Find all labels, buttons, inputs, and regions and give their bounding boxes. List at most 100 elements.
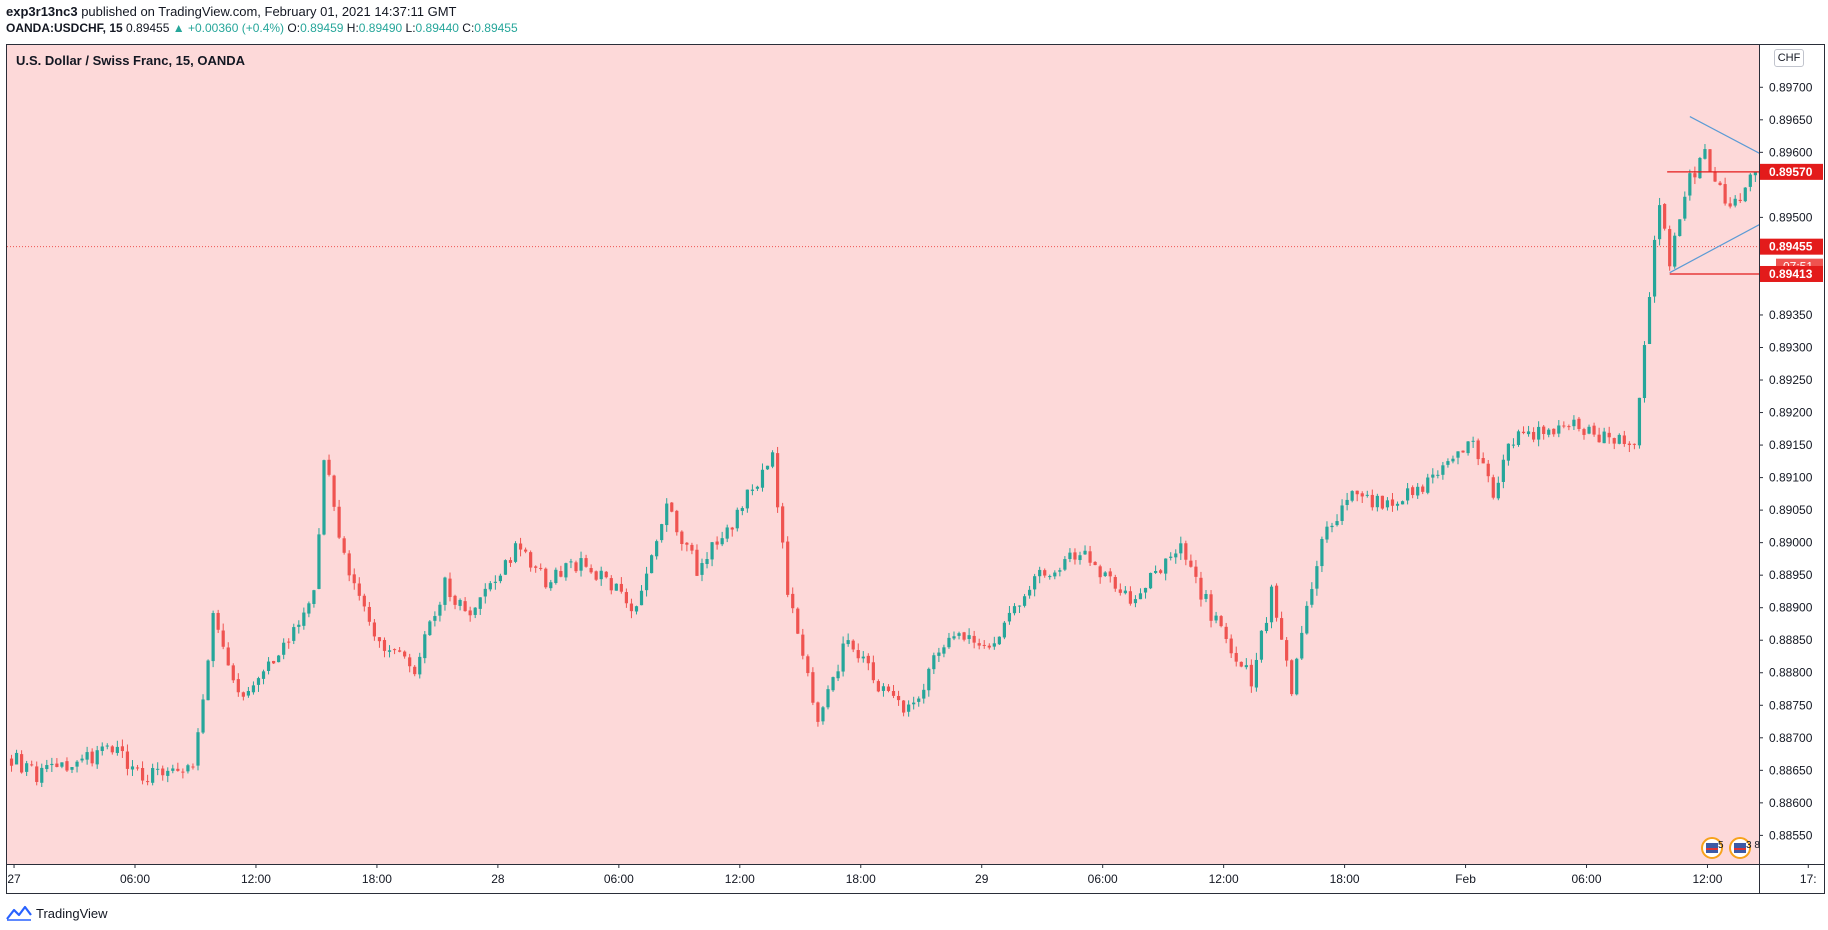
candle (1456, 451, 1460, 465)
candle-body (670, 502, 674, 512)
candle-body (1552, 428, 1556, 435)
candle-body (755, 486, 760, 489)
candle-body (100, 746, 104, 751)
candle (312, 589, 316, 608)
candle-body (1093, 561, 1097, 566)
candle (871, 655, 875, 684)
candle-body (564, 563, 568, 578)
candle-body (1159, 570, 1163, 573)
candle (513, 541, 518, 564)
candle-body (377, 637, 382, 642)
footer-brand[interactable]: TradingView (36, 905, 108, 921)
candle (851, 639, 855, 653)
candle (14, 749, 19, 765)
published-text: published on TradingView.com, February 0… (81, 4, 457, 19)
candle-body (1254, 659, 1258, 688)
candle (85, 746, 89, 765)
candle (554, 567, 558, 585)
candle-body (720, 538, 724, 545)
candle-body (1456, 451, 1460, 458)
candle-body (700, 563, 704, 575)
triangle-upper-line (1689, 116, 1759, 154)
candle (1421, 484, 1425, 495)
chart-frame (6, 44, 1825, 894)
candle (292, 623, 296, 645)
candle (574, 560, 578, 574)
author-name[interactable]: exp3r13nc3 (6, 4, 78, 19)
candle-body (902, 700, 906, 713)
candle-body (1537, 426, 1541, 440)
candle (1315, 560, 1319, 596)
candle-body (1713, 171, 1717, 182)
candle-body (685, 542, 689, 545)
candle (609, 575, 613, 595)
candle-body (488, 583, 492, 590)
candle (1330, 522, 1334, 533)
candle-body (856, 650, 860, 659)
candle (1395, 501, 1400, 511)
candle-body (584, 558, 588, 567)
candle-body (418, 656, 422, 675)
y-tick-label: 0.88750 (1769, 698, 1813, 712)
candle (201, 694, 205, 735)
candle (1587, 424, 1591, 435)
candle-body (1154, 570, 1158, 573)
candle-body (1133, 599, 1138, 604)
candle (1516, 429, 1521, 447)
candle (1557, 420, 1561, 438)
candle-body (1143, 587, 1148, 593)
candle-body (1164, 558, 1168, 574)
open-label: O: (287, 21, 301, 35)
candle (1022, 593, 1027, 608)
x-tick-label: 12:00 (1692, 872, 1722, 886)
candle (1446, 458, 1450, 468)
candle-body (342, 538, 346, 553)
plot-area[interactable] (7, 45, 1759, 864)
level-price-label-lower-text: 0.89413 (1769, 267, 1813, 281)
price-axis[interactable] (1759, 45, 1824, 864)
candle-body (609, 578, 613, 591)
y-tick-label: 0.89050 (1769, 503, 1813, 517)
candle-body (776, 453, 780, 508)
candle-body (493, 581, 497, 583)
candle-body (614, 583, 618, 591)
candle (1234, 646, 1238, 667)
time-axis[interactable] (7, 864, 1759, 893)
candle (287, 638, 291, 649)
candle-body (1068, 552, 1072, 560)
level-price-label-upper: 0.89570 (1760, 163, 1823, 180)
candle-body (977, 643, 981, 646)
candle-body (524, 549, 528, 552)
candle-body (50, 763, 54, 766)
candle-body (760, 469, 765, 488)
candle (181, 768, 185, 779)
candle-body (1365, 494, 1369, 496)
candle (1506, 443, 1510, 466)
currency-badge[interactable]: CHF (1774, 49, 1804, 67)
candle (776, 446, 780, 513)
candle (1627, 441, 1631, 453)
candle (770, 450, 775, 469)
candle (1385, 497, 1390, 511)
y-tick-label: 0.89200 (1769, 406, 1813, 420)
candle (377, 637, 382, 648)
candle-body (176, 768, 180, 771)
candle-body (1466, 441, 1470, 454)
candle-body (589, 568, 593, 573)
candle-body (1491, 477, 1495, 498)
candle-body (1441, 465, 1445, 475)
candle-body (1335, 521, 1339, 526)
candle (599, 566, 603, 586)
candle-body (957, 633, 961, 636)
candle (1184, 540, 1188, 566)
candle-body (1723, 184, 1727, 204)
candle (1123, 586, 1127, 595)
candle (130, 760, 135, 776)
candle (1310, 582, 1314, 608)
candle-body (907, 704, 911, 712)
candle (1597, 427, 1601, 443)
candle (705, 552, 709, 569)
candle-body (14, 752, 19, 765)
candle-body (871, 662, 875, 681)
